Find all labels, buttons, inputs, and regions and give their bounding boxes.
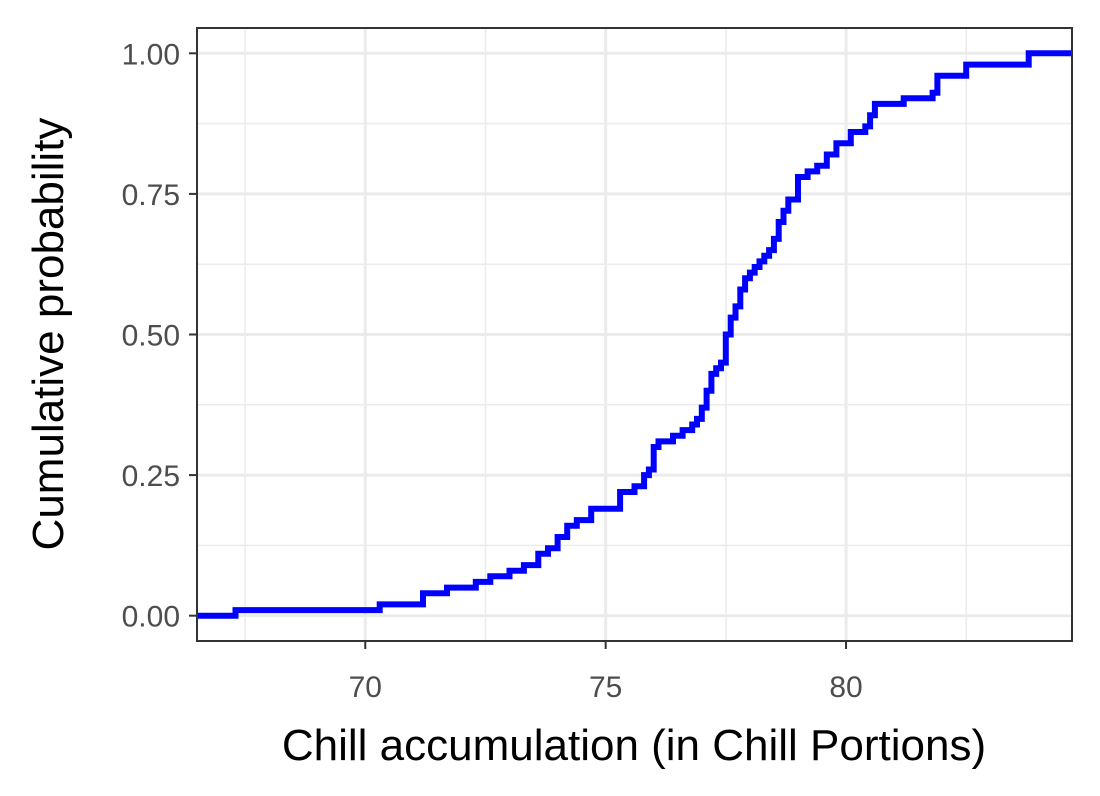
- y-tick-label: 0.25: [122, 460, 180, 493]
- ecdf-step-line: [197, 50, 1072, 619]
- x-tick-label: 75: [589, 671, 622, 704]
- y-axis-title: Cumulative probability: [24, 118, 73, 551]
- x-axis: 70 75 80: [349, 641, 863, 704]
- x-tick-label: 80: [829, 671, 862, 704]
- y-tick-label: 1.00: [122, 38, 180, 71]
- y-tick-label: 0.00: [122, 601, 180, 634]
- x-tick-label: 70: [349, 671, 382, 704]
- y-tick-label: 0.50: [122, 320, 180, 353]
- major-grid: [197, 28, 1072, 641]
- y-tick-label: 0.75: [122, 179, 180, 212]
- y-axis: 0.00 0.25 0.50 0.75 1.00: [122, 38, 197, 634]
- series-layer: [197, 50, 1072, 619]
- x-axis-title: Chill accumulation (in Chill Portions): [282, 721, 986, 770]
